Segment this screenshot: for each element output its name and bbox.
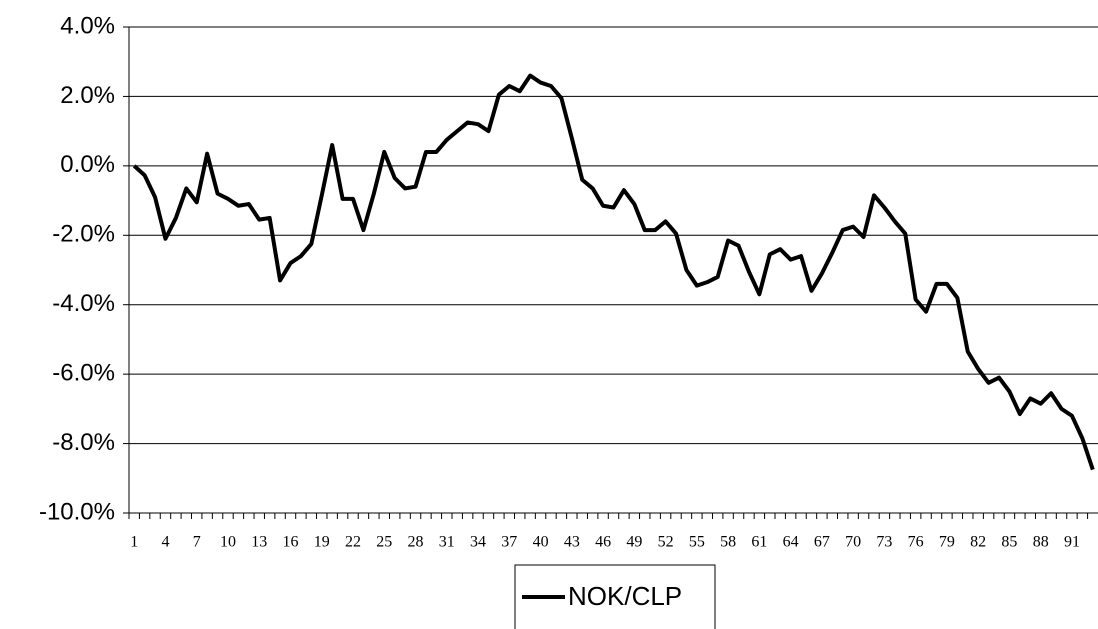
- legend-label: NOK/CLP: [568, 581, 682, 611]
- x-tick-label: 64: [783, 534, 799, 551]
- x-tick-label: 31: [439, 534, 455, 551]
- line: [132, 73, 1095, 471]
- y-tick-label: 2.0%: [60, 82, 115, 109]
- x-tick-label: 10: [220, 534, 236, 551]
- x-tick-label: 49: [626, 534, 642, 551]
- x-tick-label: 58: [720, 534, 736, 551]
- x-tick-label: 34: [470, 534, 486, 551]
- y-tick-label: -10.0%: [39, 498, 115, 525]
- x-tick-label: 22: [345, 534, 361, 551]
- x-tick-label: 19: [314, 534, 330, 551]
- x-tick-label: 28: [408, 534, 424, 551]
- x-tick-label: 7: [193, 534, 201, 551]
- x-tick-label: 55: [689, 534, 705, 551]
- x-tick-label: 91: [1064, 534, 1080, 551]
- y-tick-label: -4.0%: [52, 290, 115, 317]
- x-tick-label: 52: [658, 534, 674, 551]
- x-tick-label: 25: [376, 534, 392, 551]
- x-tick-label: 82: [970, 534, 986, 551]
- x-tick-label: 37: [501, 534, 517, 551]
- x-tick-label: 43: [564, 534, 580, 551]
- x-tick-label: 1: [130, 534, 138, 551]
- x-tick-label: 67: [814, 534, 830, 551]
- x-tick-label: 4: [161, 534, 169, 551]
- y-tick-label: 0.0%: [60, 151, 115, 178]
- x-tick-label: 61: [751, 534, 767, 551]
- x-tick-label: 70: [845, 534, 861, 551]
- y-tick-label: -8.0%: [52, 429, 115, 456]
- x-tick-label: 76: [908, 534, 924, 551]
- x-tick-label: 88: [1033, 534, 1049, 551]
- y-tick-label: -6.0%: [52, 359, 115, 386]
- x-tick-label: 16: [283, 534, 299, 551]
- x-tick-label: 79: [939, 534, 955, 551]
- x-tick-label: 46: [595, 534, 611, 551]
- y-tick-label: -2.0%: [52, 221, 115, 248]
- x-tick-label: 13: [251, 534, 267, 551]
- x-tick-label: 73: [876, 534, 892, 551]
- y-tick-label: 4.0%: [60, 12, 115, 39]
- x-tick-label: 85: [1001, 534, 1017, 551]
- x-tick-label: 40: [533, 534, 549, 551]
